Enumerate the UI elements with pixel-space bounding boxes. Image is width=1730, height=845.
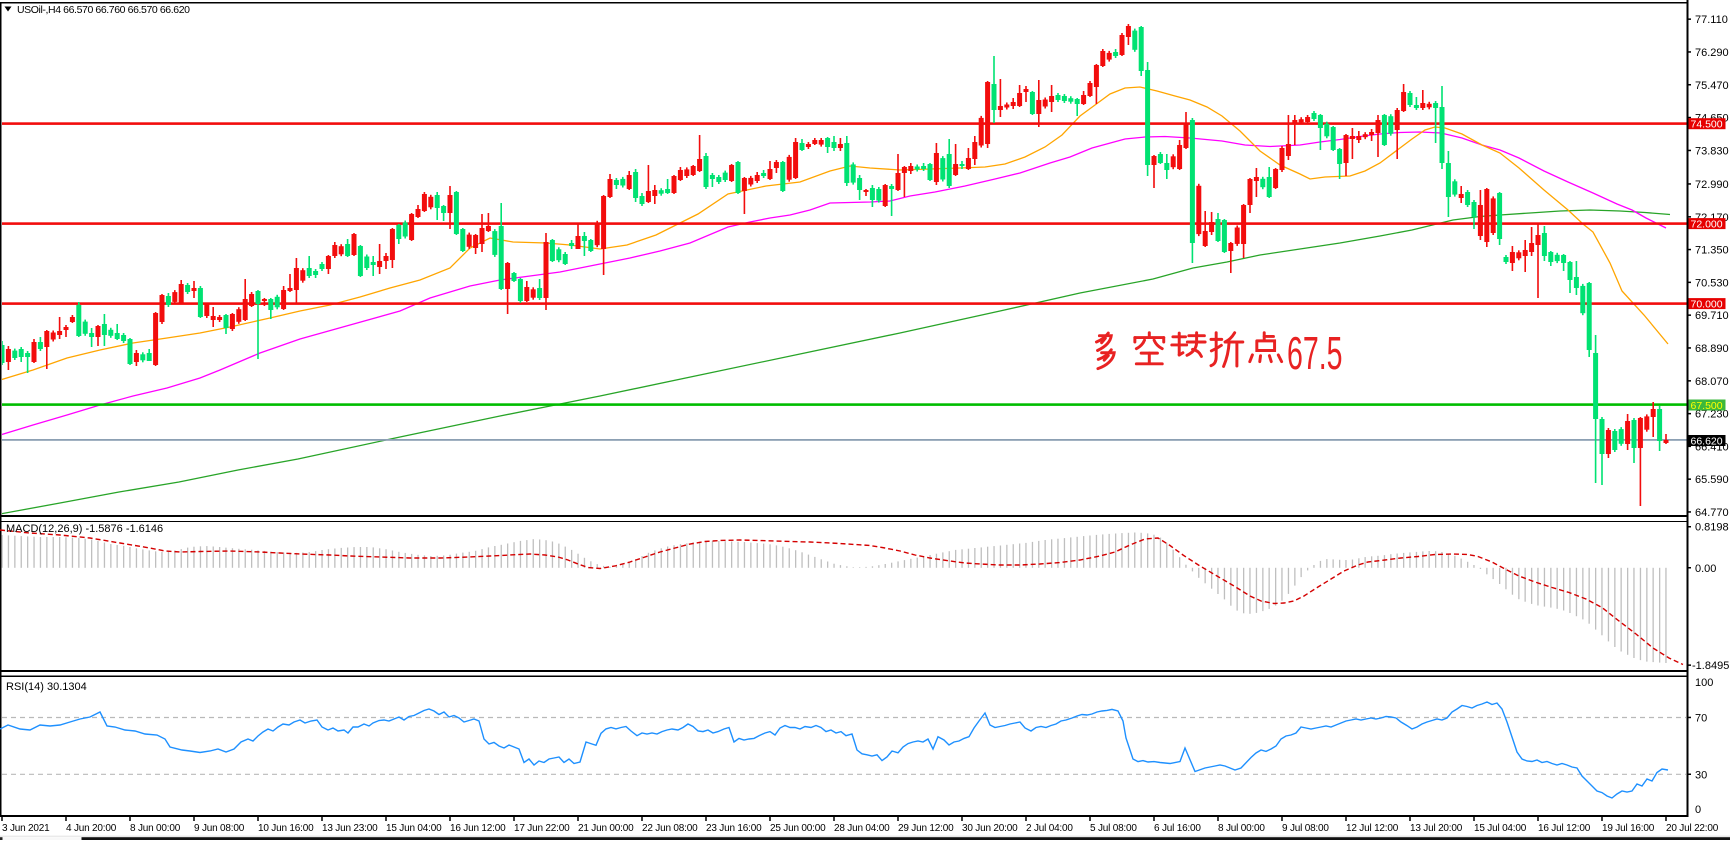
svg-text:29 Jun 12:00: 29 Jun 12:00 [898, 823, 954, 834]
svg-text:70: 70 [1695, 713, 1707, 725]
svg-text:RSI(14) 30.1304: RSI(14) 30.1304 [6, 681, 87, 693]
svg-text:2 Jul 04:00: 2 Jul 04:00 [1026, 823, 1073, 834]
svg-text:6 Jul 16:00: 6 Jul 16:00 [1154, 823, 1201, 834]
svg-text:3 Jun 2021: 3 Jun 2021 [2, 823, 50, 834]
svg-text:0.00: 0.00 [1695, 563, 1716, 575]
svg-text:20 Jul 22:00: 20 Jul 22:00 [1666, 823, 1719, 834]
svg-text:9 Jun 08:00: 9 Jun 08:00 [194, 823, 245, 834]
svg-text:22 Jun 08:00: 22 Jun 08:00 [642, 823, 698, 834]
svg-text:23 Jun 16:00: 23 Jun 16:00 [706, 823, 762, 834]
svg-text:76.290: 76.290 [1695, 47, 1729, 59]
svg-text:13 Jun 23:00: 13 Jun 23:00 [322, 823, 378, 834]
svg-text:69.710: 69.710 [1695, 310, 1729, 322]
svg-text:30: 30 [1695, 769, 1707, 781]
svg-text:8 Jul 00:00: 8 Jul 00:00 [1218, 823, 1265, 834]
svg-text:19 Jul 16:00: 19 Jul 16:00 [1602, 823, 1655, 834]
svg-text:65.590: 65.590 [1695, 474, 1729, 486]
svg-text:16 Jul 12:00: 16 Jul 12:00 [1538, 823, 1591, 834]
svg-text:72.000: 72.000 [1691, 219, 1723, 231]
svg-text:12 Jul 12:00: 12 Jul 12:00 [1346, 823, 1399, 834]
svg-text:64.770: 64.770 [1695, 507, 1729, 519]
svg-text:75.470: 75.470 [1695, 80, 1729, 92]
svg-text:25 Jun 00:00: 25 Jun 00:00 [770, 823, 826, 834]
svg-text:100: 100 [1695, 677, 1713, 689]
svg-text:67.500: 67.500 [1691, 400, 1723, 412]
svg-text:10 Jun 16:00: 10 Jun 16:00 [258, 823, 314, 834]
svg-text:USOil-,H4 66.570 66.760 66.57: USOil-,H4 66.570 66.760 66.570 66.620 [17, 4, 190, 16]
svg-text:0: 0 [1695, 804, 1701, 816]
svg-text:71.350: 71.350 [1695, 245, 1729, 257]
svg-text:68.070: 68.070 [1695, 376, 1729, 388]
svg-text:66.620: 66.620 [1691, 436, 1723, 448]
svg-text:0.8198: 0.8198 [1695, 522, 1729, 534]
svg-text:72.990: 72.990 [1695, 179, 1729, 191]
svg-text:70.000: 70.000 [1691, 299, 1723, 311]
svg-text:8 Jun 00:00: 8 Jun 00:00 [130, 823, 181, 834]
svg-text:MACD(12,26,9) -1.5876 -1.6146: MACD(12,26,9) -1.5876 -1.6146 [6, 523, 163, 535]
svg-text:17 Jun 22:00: 17 Jun 22:00 [514, 823, 570, 834]
svg-text:5 Jul 08:00: 5 Jul 08:00 [1090, 823, 1137, 834]
svg-text:70.530: 70.530 [1695, 277, 1729, 289]
svg-text:30 Jun 20:00: 30 Jun 20:00 [962, 823, 1018, 834]
svg-text:68.890: 68.890 [1695, 343, 1729, 355]
svg-text:16 Jun 12:00: 16 Jun 12:00 [450, 823, 506, 834]
svg-text:74.500: 74.500 [1691, 119, 1723, 131]
svg-text:67.5: 67.5 [1287, 328, 1343, 380]
svg-text:77.110: 77.110 [1695, 14, 1728, 26]
svg-text:15 Jun 04:00: 15 Jun 04:00 [386, 823, 442, 834]
svg-text:15 Jul 04:00: 15 Jul 04:00 [1474, 823, 1527, 834]
svg-text:21 Jun 00:00: 21 Jun 00:00 [578, 823, 634, 834]
svg-text:9 Jul 08:00: 9 Jul 08:00 [1282, 823, 1329, 834]
svg-text:4 Jun 20:00: 4 Jun 20:00 [66, 823, 117, 834]
svg-text:28 Jun 04:00: 28 Jun 04:00 [834, 823, 890, 834]
svg-text:13 Jul 20:00: 13 Jul 20:00 [1410, 823, 1463, 834]
svg-text:-1.8495: -1.8495 [1692, 660, 1729, 672]
svg-text:73.830: 73.830 [1695, 145, 1729, 157]
